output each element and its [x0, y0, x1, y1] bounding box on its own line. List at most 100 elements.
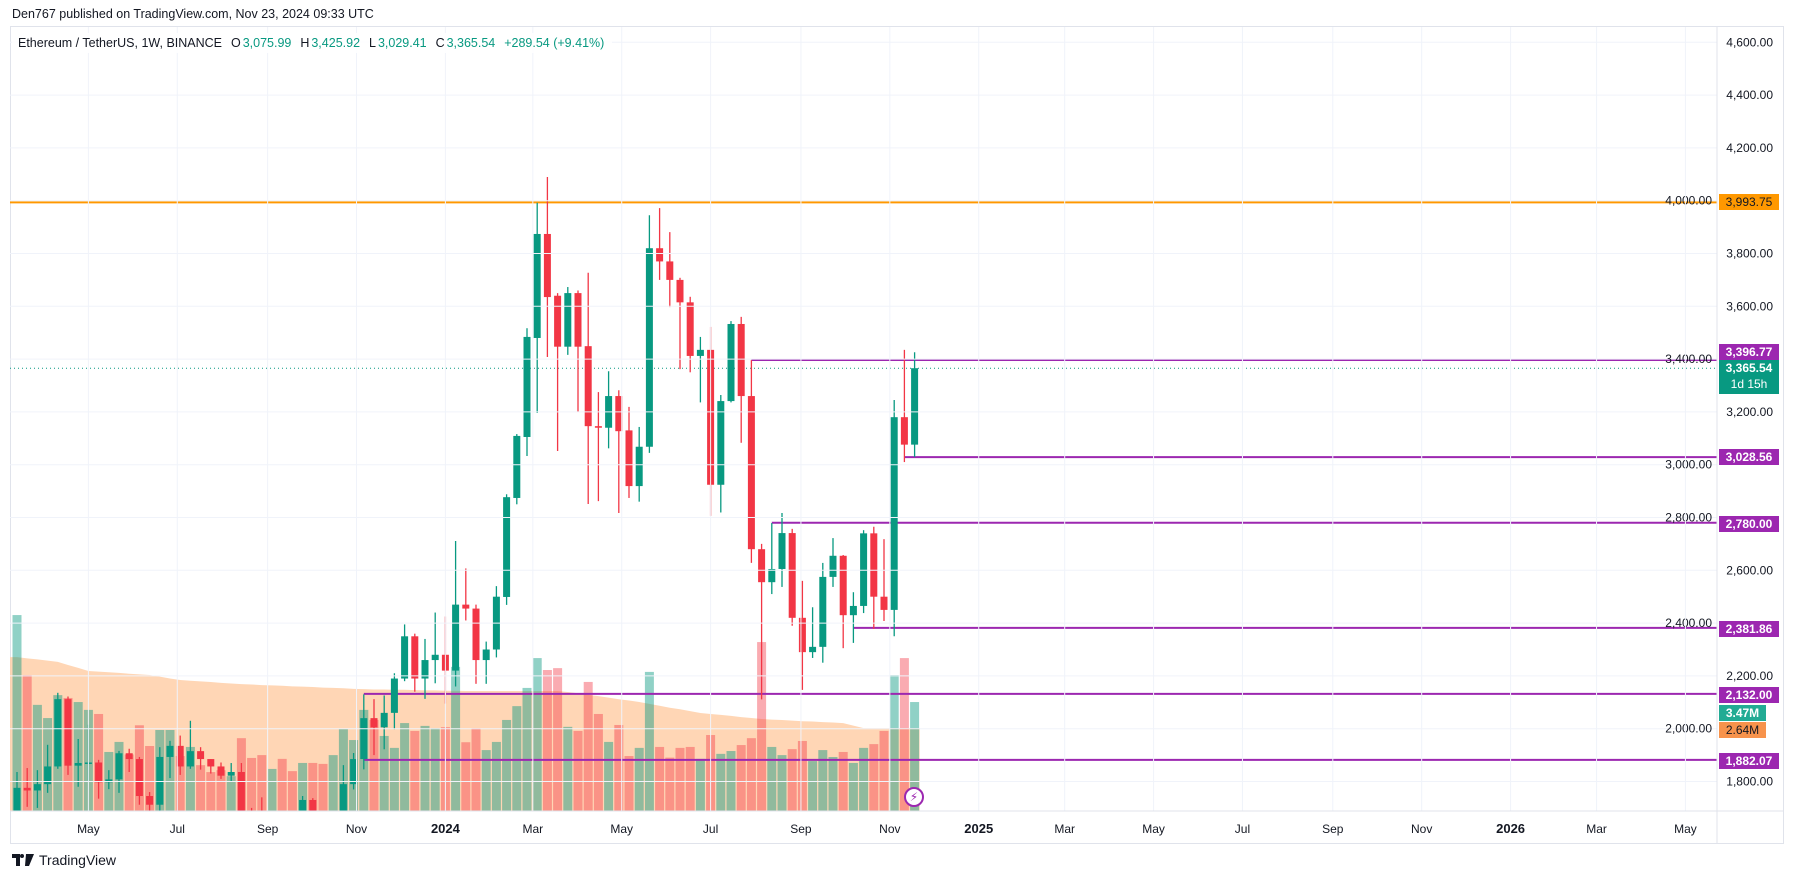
candle [829, 538, 837, 587]
candle-body [95, 762, 103, 783]
volume-bar [318, 763, 328, 811]
bar-countdown: 1d 15h [1730, 377, 1768, 391]
candle [747, 360, 755, 563]
volume-bar [502, 719, 512, 811]
volume-bar [563, 726, 573, 811]
volume-bar [787, 749, 797, 811]
candle [146, 792, 154, 811]
volume-bar [196, 765, 206, 811]
candle-body [452, 604, 460, 671]
candle-body [676, 279, 684, 303]
candle-body [197, 751, 205, 760]
candle-body [227, 771, 235, 776]
candle [788, 528, 796, 626]
symbol-title[interactable]: Ethereum / TetherUS, 1W, BINANCE [18, 36, 223, 50]
candle-body [890, 417, 898, 610]
candle [676, 277, 684, 370]
price-axis-tick: 3,000.00 [1665, 458, 1712, 472]
candle [860, 530, 868, 614]
lightning-bolt-icon[interactable]: ⚡ [904, 787, 924, 807]
candle-body [23, 787, 31, 791]
time-axis-tick: Mar [522, 822, 543, 836]
candle-body [289, 828, 296, 837]
volume-bar [869, 744, 879, 811]
candle [482, 641, 490, 684]
candle-body [207, 759, 215, 767]
candle [492, 586, 500, 658]
candle [411, 633, 419, 692]
candle-body [390, 678, 398, 713]
candle-body [421, 660, 429, 679]
candle-body [503, 497, 511, 597]
time-axis-tick: 2026 [1496, 821, 1525, 836]
time-axis-tick: May [1142, 822, 1165, 836]
price-axis-tick: 2,600.00 [1726, 563, 1773, 577]
candle [574, 290, 582, 412]
candle [217, 762, 225, 779]
volume-ma-area [10, 657, 920, 811]
volume-bar [532, 658, 542, 811]
candle-body [482, 649, 490, 661]
tradingview-brand[interactable]: TradingView [39, 852, 117, 868]
candle-body [339, 784, 347, 811]
volume-bar [206, 772, 216, 811]
candle [421, 638, 429, 699]
open-label: O [230, 36, 241, 50]
candle [197, 747, 205, 770]
time-axis-tick: 2025 [964, 821, 993, 836]
volume-bar [328, 755, 338, 811]
candle-body [768, 568, 776, 583]
candle [115, 750, 123, 793]
price-axis-tick: 4,400.00 [1726, 88, 1773, 102]
candle-body [135, 759, 143, 797]
price-axis-tick: 3,600.00 [1726, 299, 1773, 313]
time-axis-tick: Mar [1586, 822, 1607, 836]
volume-bar [808, 761, 818, 811]
candle-body [686, 302, 694, 356]
volume-bar [910, 702, 920, 811]
candle [819, 562, 827, 663]
candle [54, 692, 62, 769]
time-axis-tick: Sep [1322, 822, 1344, 836]
candle-body [370, 718, 378, 728]
candle-body [64, 699, 72, 766]
candle-body [870, 533, 878, 597]
candle-body [615, 396, 623, 432]
candle [890, 400, 898, 637]
candle [513, 434, 521, 505]
price-axis-tick: 4,600.00 [1726, 35, 1773, 49]
volume-bar [400, 723, 410, 811]
high-value: 3,425.92 [311, 36, 361, 50]
time-axis-tick: 2024 [431, 821, 461, 836]
chart-frame [10, 26, 1784, 844]
candle [44, 744, 52, 793]
candle-body [360, 718, 368, 760]
price-axis-tick: 2,200.00 [1726, 669, 1773, 683]
orange-level-label: 3,993.75 [1719, 194, 1779, 210]
volume-bar [257, 755, 267, 811]
candle [686, 296, 694, 373]
support-level-label-1: 3,028.56 [1719, 449, 1779, 465]
candle [166, 740, 174, 779]
candle [503, 494, 511, 605]
resistance-level-label: 3,396.77 [1719, 344, 1779, 360]
candle [849, 592, 857, 643]
candle [900, 349, 908, 463]
candle-body [839, 555, 847, 616]
candle-body [737, 323, 745, 397]
volume-bar [665, 757, 675, 811]
candle-body [849, 605, 857, 616]
candle-body [44, 766, 52, 785]
volume-bar [614, 724, 624, 811]
volume-bar [634, 747, 644, 811]
candle [645, 215, 653, 453]
candle [227, 763, 235, 782]
volume-bar [22, 675, 32, 811]
volume-bar [818, 750, 828, 811]
candle-body [299, 799, 307, 811]
volume-bar [277, 758, 287, 811]
support-level-label-4: 2,132.00 [1719, 687, 1779, 703]
time-axis-tick: Nov [1411, 822, 1432, 836]
candle [809, 607, 817, 658]
